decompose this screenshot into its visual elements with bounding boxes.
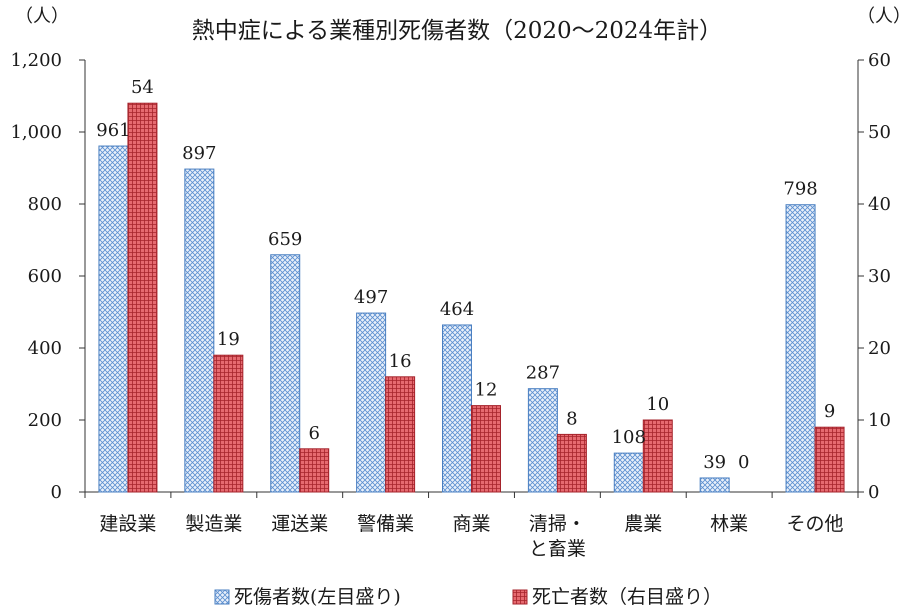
bars xyxy=(98,102,845,493)
bar-deaths xyxy=(642,419,673,493)
y-left-tick-label: 800 xyxy=(28,194,62,215)
data-label-deaths: 9 xyxy=(824,401,835,422)
y-left-tick-label: 1,000 xyxy=(10,122,62,143)
bar-casualties xyxy=(98,145,129,493)
category-label: 農業 xyxy=(624,513,662,535)
bar-casualties xyxy=(442,324,472,493)
bar-casualties xyxy=(785,204,816,493)
bar-deaths xyxy=(471,405,501,493)
y-left-tick-label: 600 xyxy=(28,266,62,287)
bar-casualties xyxy=(270,254,301,493)
data-label-deaths: 6 xyxy=(308,423,319,444)
bar-deaths xyxy=(299,448,330,493)
y-left-tick-labels: 0 200 400 600 800 1,000 1,200 xyxy=(10,50,62,503)
legend-label-casualties: 死傷者数(左目盛り) xyxy=(234,586,401,608)
y-left-tick-label: 400 xyxy=(28,338,62,359)
legend-label-deaths: 死亡者数（右目盛り） xyxy=(532,586,722,608)
data-label-deaths: 8 xyxy=(566,408,577,429)
legend-swatch-casualties xyxy=(214,589,230,605)
category-label: 警備業 xyxy=(357,513,414,535)
y-left-tick-label: 200 xyxy=(28,410,62,431)
data-label-casualties: 287 xyxy=(526,363,560,384)
category-label: 商業 xyxy=(452,513,490,535)
data-label-deaths: 12 xyxy=(475,380,498,401)
y-right-tick-labels: 0 10 20 30 40 50 60 xyxy=(868,50,891,503)
y-right-tick-label: 0 xyxy=(868,482,879,503)
y-right-tick-label: 40 xyxy=(868,194,891,215)
data-label-casualties: 798 xyxy=(783,179,817,200)
bar-casualties xyxy=(527,388,558,493)
data-label-deaths: 16 xyxy=(389,351,412,372)
bar-deaths xyxy=(814,426,845,493)
data-label-deaths: 0 xyxy=(738,452,749,473)
data-label-casualties: 497 xyxy=(354,287,388,308)
bar-casualties xyxy=(613,452,644,493)
y-right-tick-label: 20 xyxy=(868,338,891,359)
bar-deaths xyxy=(556,433,587,493)
bar-casualties xyxy=(356,312,387,493)
data-label-casualties: 659 xyxy=(268,229,302,250)
category-labels: 建設業 製造業 運送業 警備業 商業 清掃・と畜業 農業 林業 その他 xyxy=(99,513,843,560)
y-right-tick-label: 30 xyxy=(868,266,891,287)
category-label: 建設業 xyxy=(99,513,156,535)
y-left-tick-label: 1,200 xyxy=(10,50,62,71)
y-left-unit: （人） xyxy=(15,6,69,27)
data-label-casualties: 39 xyxy=(703,452,726,473)
y-right-tick-label: 60 xyxy=(868,50,891,71)
category-label: と畜業 xyxy=(529,538,586,560)
category-label: 製造業 xyxy=(185,513,242,535)
y-right-tick-label: 50 xyxy=(868,122,891,143)
data-label-casualties: 464 xyxy=(440,299,474,320)
data-label-deaths: 10 xyxy=(646,394,669,415)
chart-title: 熱中症による業種別死傷者数（2020～2024年計） xyxy=(192,18,722,44)
bar-deaths xyxy=(385,376,416,493)
data-label-deaths: 54 xyxy=(131,77,154,98)
y-left-tick-label: 0 xyxy=(51,482,62,503)
y-right-tick-label: 10 xyxy=(868,410,891,431)
bar-deaths xyxy=(213,354,244,493)
category-label: 林業 xyxy=(710,513,748,535)
bar-casualties xyxy=(184,168,215,493)
legend-swatch-deaths xyxy=(512,589,528,605)
data-label-casualties: 897 xyxy=(182,143,216,164)
category-label: 運送業 xyxy=(271,513,328,535)
category-label: 清掃・ xyxy=(529,513,586,535)
data-label-casualties: 961 xyxy=(96,120,130,141)
legend: 死傷者数(左目盛り) 死亡者数（右目盛り） xyxy=(214,586,722,608)
data-label-casualties: 108 xyxy=(612,427,646,448)
category-label: その他 xyxy=(787,513,844,535)
bar-casualties xyxy=(699,477,730,493)
y-right-unit: （人） xyxy=(857,6,911,27)
bar-deaths xyxy=(127,102,158,493)
data-label-deaths: 19 xyxy=(217,329,240,350)
